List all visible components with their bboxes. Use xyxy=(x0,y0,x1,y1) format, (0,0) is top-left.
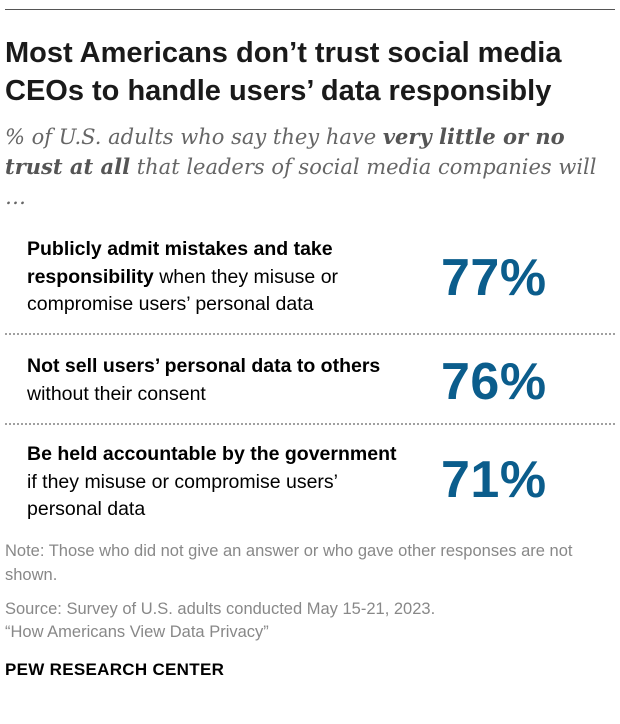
row-value: 77% xyxy=(441,249,547,307)
row-label-rest: if they misuse or compromise users’ pers… xyxy=(27,470,338,521)
row-separator xyxy=(5,423,615,425)
row-label-rest: without their consent xyxy=(27,382,206,405)
source-report: “How Americans View Data Privacy” xyxy=(5,623,269,641)
chart-title: Most Americans don’t trust social media … xyxy=(5,37,562,107)
row-separator xyxy=(5,333,615,335)
top-rule xyxy=(5,9,615,10)
row-label: Publicly admit mistakes and take respons… xyxy=(27,236,397,319)
subtitle-post: that leaders of social media companies w… xyxy=(5,155,597,209)
chart-subtitle: % of U.S. adults who say they have very … xyxy=(5,122,617,212)
source-line: Source: Survey of U.S. adults conducted … xyxy=(5,600,436,618)
table-row: Be held accountable by the government if… xyxy=(5,440,617,530)
row-label-rest: when they misuse or compromise users’ pe… xyxy=(27,265,339,316)
row-label: Not sell users’ personal data to others … xyxy=(27,353,397,408)
row-label: Be held accountable by the government if… xyxy=(27,441,397,524)
subtitle-emphasis: very little or no trust at all xyxy=(5,124,565,179)
row-label-bold: Publicly admit mistakes and take respons… xyxy=(27,238,333,288)
row-value: 71% xyxy=(441,451,547,509)
subtitle-pre: % of U.S. adults who say they have xyxy=(5,125,383,149)
table-row: Publicly admit mistakes and take respons… xyxy=(5,234,617,326)
table-row: Not sell users’ personal data to others … xyxy=(5,352,617,412)
source: Source: Survey of U.S. adults conducted … xyxy=(5,598,617,644)
footnote: Note: Those who did not give an answer o… xyxy=(5,542,573,584)
row-label-bold: Not sell users’ personal data to others xyxy=(27,355,381,377)
brand-logo-text: PEW RESEARCH CENTER xyxy=(5,660,225,679)
row-label-bold: Be held accountable by the government xyxy=(27,443,397,465)
row-value: 76% xyxy=(441,353,547,411)
